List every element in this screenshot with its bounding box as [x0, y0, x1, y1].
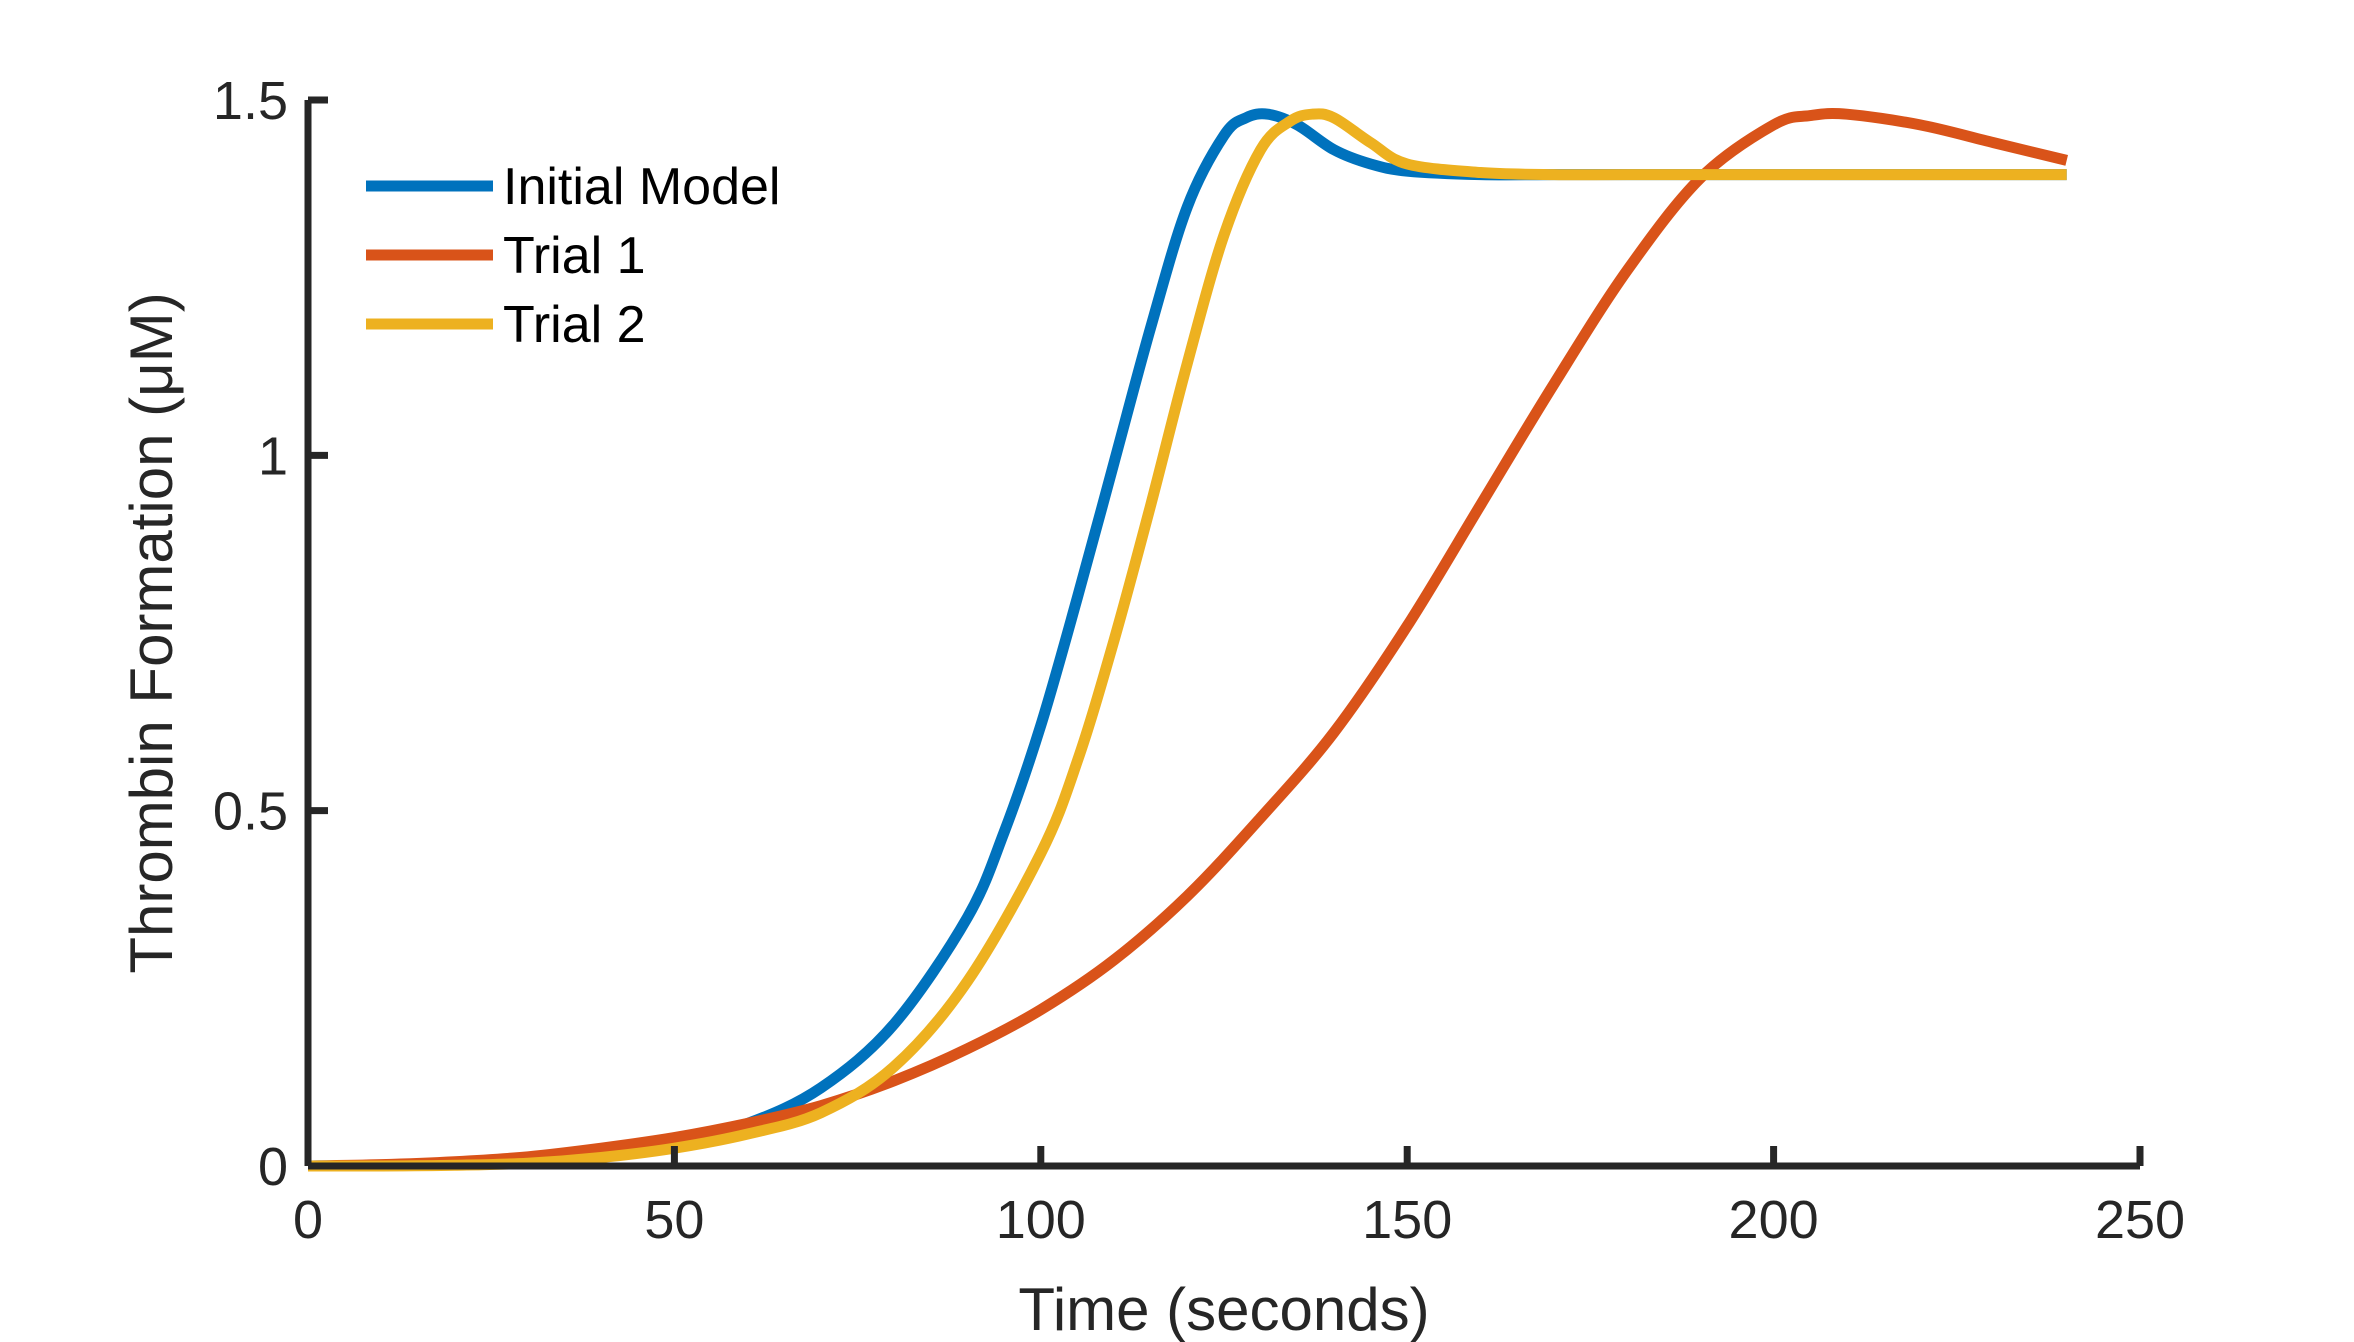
- y-tick-label: 1.5: [213, 71, 288, 131]
- series-line-2: [307, 108, 2069, 1172]
- y-tick-label: 0.5: [213, 782, 288, 842]
- x-tick-label: 200: [1729, 1190, 1819, 1250]
- y-tick-label: 0: [258, 1137, 288, 1197]
- y-tick-label: 1: [258, 426, 288, 486]
- x-tick-label: 150: [1362, 1190, 1452, 1250]
- legend-entry-label: Trial 1: [503, 227, 646, 285]
- x-tick-label: 0: [293, 1190, 323, 1250]
- legend-entry-label: Trial 2: [503, 296, 646, 354]
- legend-entry-label: Initial Model: [503, 158, 780, 216]
- x-tick-label: 250: [2095, 1190, 2185, 1250]
- y-ticks: 0 0.5 1 1.5: [213, 71, 328, 1197]
- x-tick-label: 50: [644, 1190, 704, 1250]
- x-axis-label: Time (seconds): [1018, 1276, 1429, 1342]
- y-axis-label: Thrombin Formation (μM): [118, 292, 185, 973]
- x-tick-label: 100: [996, 1190, 1086, 1250]
- legend: Initial Model Trial 1 Trial 2: [366, 158, 780, 354]
